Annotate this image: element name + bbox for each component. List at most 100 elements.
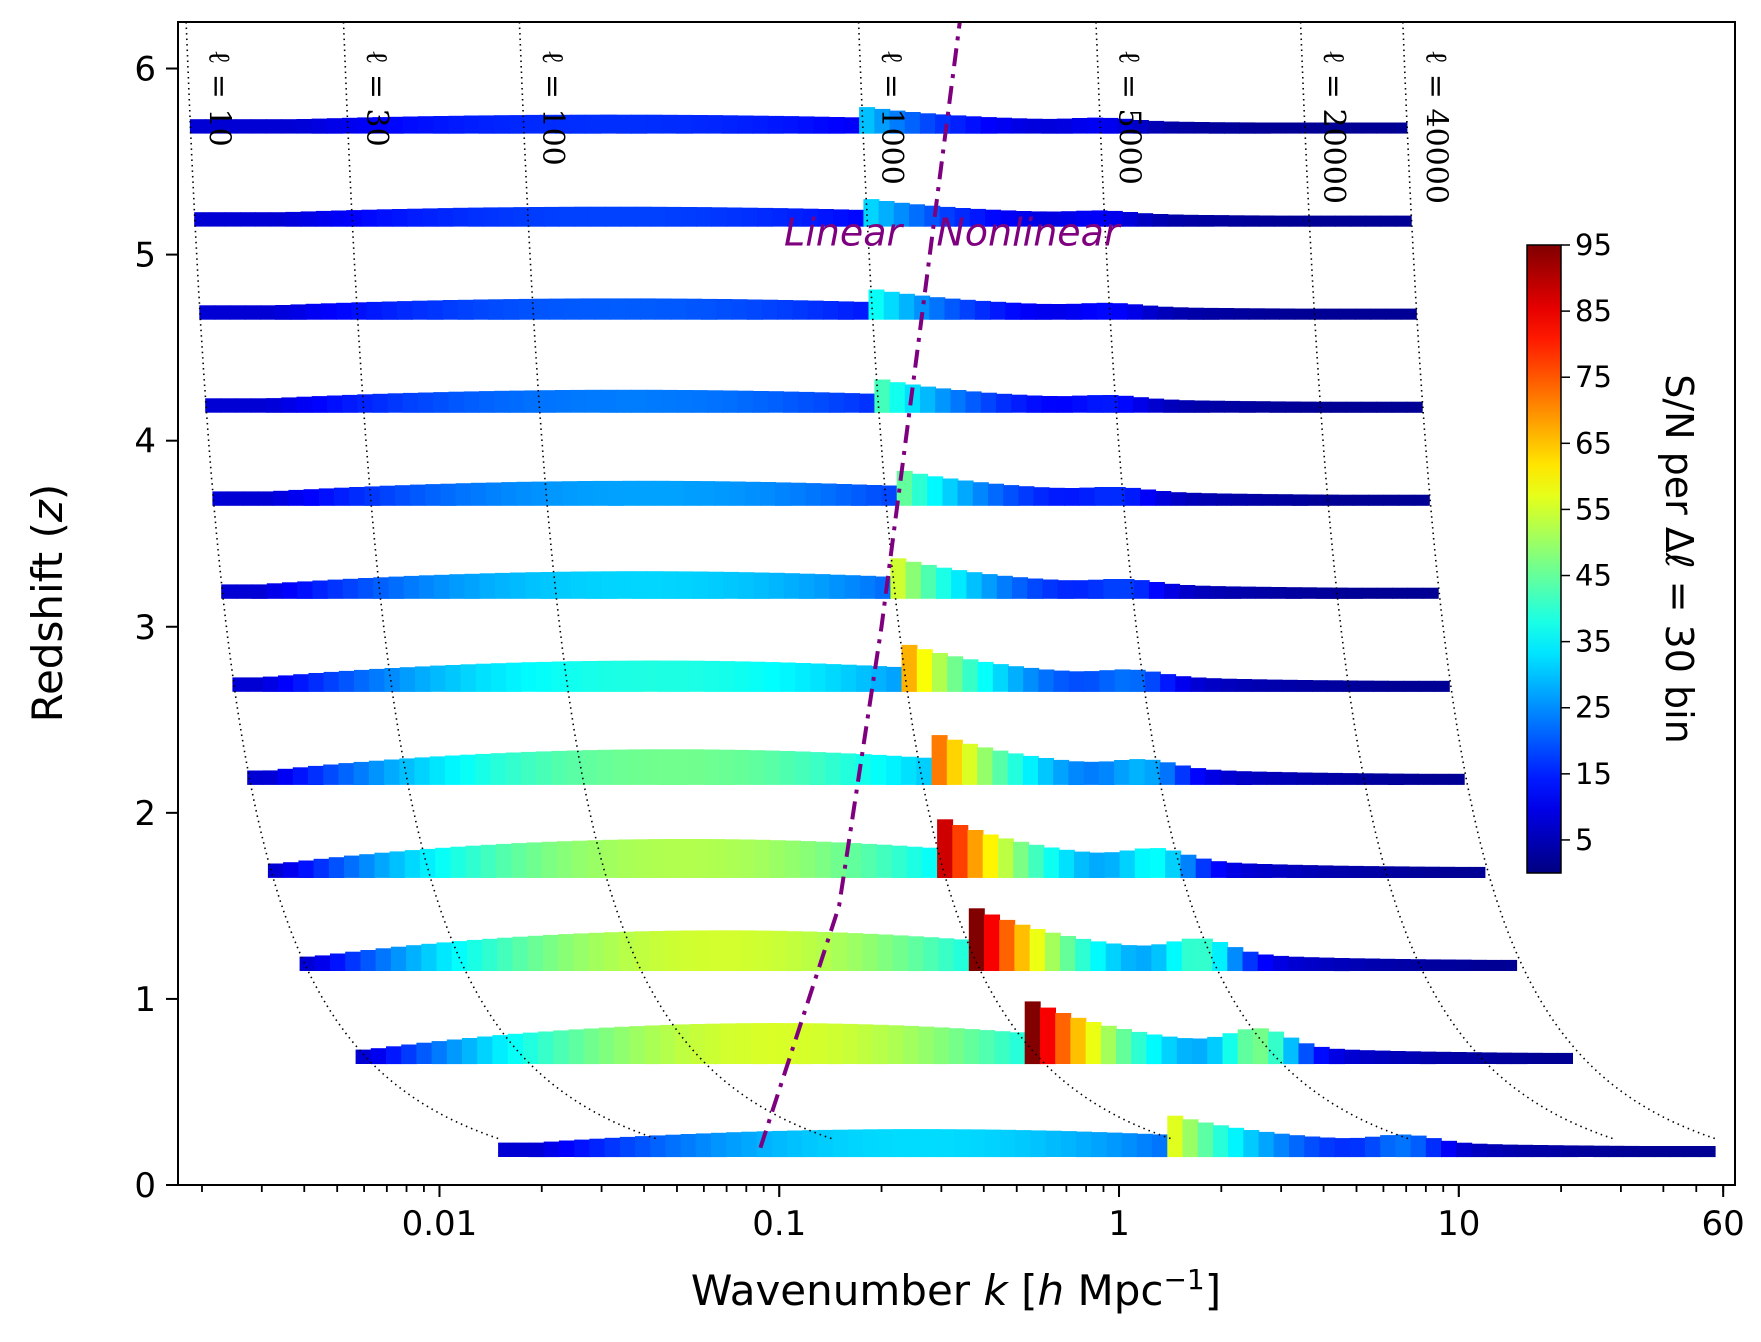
- shell-segment: [455, 483, 472, 506]
- shell-segment: [520, 751, 537, 785]
- shell-segment: [1391, 122, 1408, 134]
- shell-segment: [1030, 1130, 1047, 1158]
- shell-segment: [1226, 862, 1243, 878]
- shell-segment: [786, 931, 803, 972]
- shell-segment: [942, 478, 959, 506]
- shell-segment: [1281, 772, 1298, 785]
- shell-segment: [401, 1044, 418, 1065]
- y-tick-label: 6: [134, 50, 156, 90]
- shell-segment: [720, 1023, 737, 1064]
- ell-curve-30: [342, 22, 656, 1140]
- shell-segment: [1526, 1052, 1543, 1064]
- shell-segment: [273, 490, 290, 506]
- shell-segment: [1100, 1025, 1117, 1065]
- shell-segment: [525, 572, 542, 599]
- shell-segment: [801, 931, 818, 971]
- shell-segment: [326, 395, 343, 413]
- shell-segment: [1224, 400, 1241, 413]
- shell-segment: [587, 840, 604, 878]
- shell-segment: [585, 389, 602, 413]
- shell-segment: [297, 581, 314, 599]
- shell-segment: [1133, 580, 1150, 599]
- shell-segment: [662, 571, 679, 599]
- shell-segment: [640, 298, 657, 320]
- shell-segment: [434, 574, 451, 599]
- shell-segment: [982, 834, 999, 878]
- shell-segment: [1368, 494, 1385, 506]
- shell-segment: [616, 571, 633, 599]
- ell-label-10: ℓ = 10: [202, 50, 237, 147]
- shell-segment: [583, 1028, 600, 1065]
- shell-segment: [705, 1023, 722, 1065]
- shell-segment: [536, 751, 553, 785]
- shell-segment: [1096, 302, 1113, 320]
- shell-segment: [1532, 1145, 1549, 1158]
- shell-segment: [579, 298, 596, 320]
- shell-segment: [733, 749, 750, 785]
- shell-segment: [938, 938, 955, 972]
- shell-segment: [267, 863, 284, 878]
- shell-segment: [1203, 307, 1219, 320]
- shell-segment: [1109, 487, 1126, 506]
- shell-segment: [1439, 866, 1455, 878]
- shell-segment: [1469, 866, 1486, 878]
- shell-segment: [420, 848, 436, 878]
- shell-segment: [985, 209, 1002, 227]
- shell-segment: [1408, 866, 1425, 878]
- shell-segment: [251, 584, 268, 599]
- shell-segment: [840, 664, 857, 692]
- shell-segment: [597, 660, 614, 692]
- shell-segment: [1040, 1007, 1056, 1065]
- shell-segment: [1266, 771, 1283, 785]
- shell-z2.25: [247, 735, 1465, 785]
- shell-segment: [977, 747, 994, 785]
- shell-segment: [305, 303, 322, 320]
- shell-segment: [1456, 1142, 1473, 1158]
- shell-segment: [1167, 214, 1184, 227]
- shell-segment: [762, 299, 778, 320]
- shell-segment: [969, 1129, 986, 1158]
- shell-segment: [1422, 587, 1439, 599]
- shell-segment: [479, 573, 496, 599]
- shell-segment: [1288, 956, 1305, 971]
- shell-segment: [631, 389, 648, 413]
- shell-segment: [1406, 401, 1423, 413]
- shell-segment: [205, 119, 222, 134]
- shell-segment: [951, 570, 968, 599]
- shell-segment: [1409, 959, 1426, 971]
- shell-segment: [194, 212, 211, 227]
- colorbar-tick-label: 45: [1575, 559, 1612, 593]
- shell-segment: [516, 481, 533, 506]
- shell-segment: [250, 119, 267, 134]
- linear-divide-line: [758, 22, 962, 1149]
- shell-segment: [678, 839, 695, 878]
- shell-segment: [1638, 1146, 1655, 1158]
- shell-segment: [501, 482, 518, 506]
- shell-segment: [937, 819, 954, 878]
- shell-segment: [1465, 1052, 1482, 1064]
- shell-segment: [394, 485, 411, 506]
- shell-segment: [663, 839, 680, 878]
- shell-segment: [968, 908, 985, 971]
- shell-segment: [936, 567, 952, 599]
- shell-segment: [1268, 1031, 1285, 1065]
- shell-segment: [518, 298, 535, 320]
- shell-segment: [466, 939, 483, 971]
- shell-segment: [746, 299, 763, 320]
- shell-segment: [372, 117, 389, 134]
- colorbar-tick-label: 25: [1575, 691, 1612, 725]
- shell-segment: [752, 115, 769, 134]
- shell-segment: [740, 930, 757, 971]
- shell-segment: [878, 201, 895, 227]
- shell-segment: [478, 115, 495, 134]
- shell-segment: [1297, 680, 1313, 692]
- shell-segment: [1236, 679, 1253, 692]
- shell-segment: [1319, 1137, 1336, 1158]
- shell-segment: [212, 491, 229, 506]
- shell-segment: [893, 1129, 910, 1158]
- shell-segment: [323, 671, 340, 692]
- shell-segment: [345, 951, 362, 971]
- shell-segment: [323, 764, 340, 785]
- shell-segment: [582, 661, 599, 692]
- shell-segment: [539, 390, 556, 413]
